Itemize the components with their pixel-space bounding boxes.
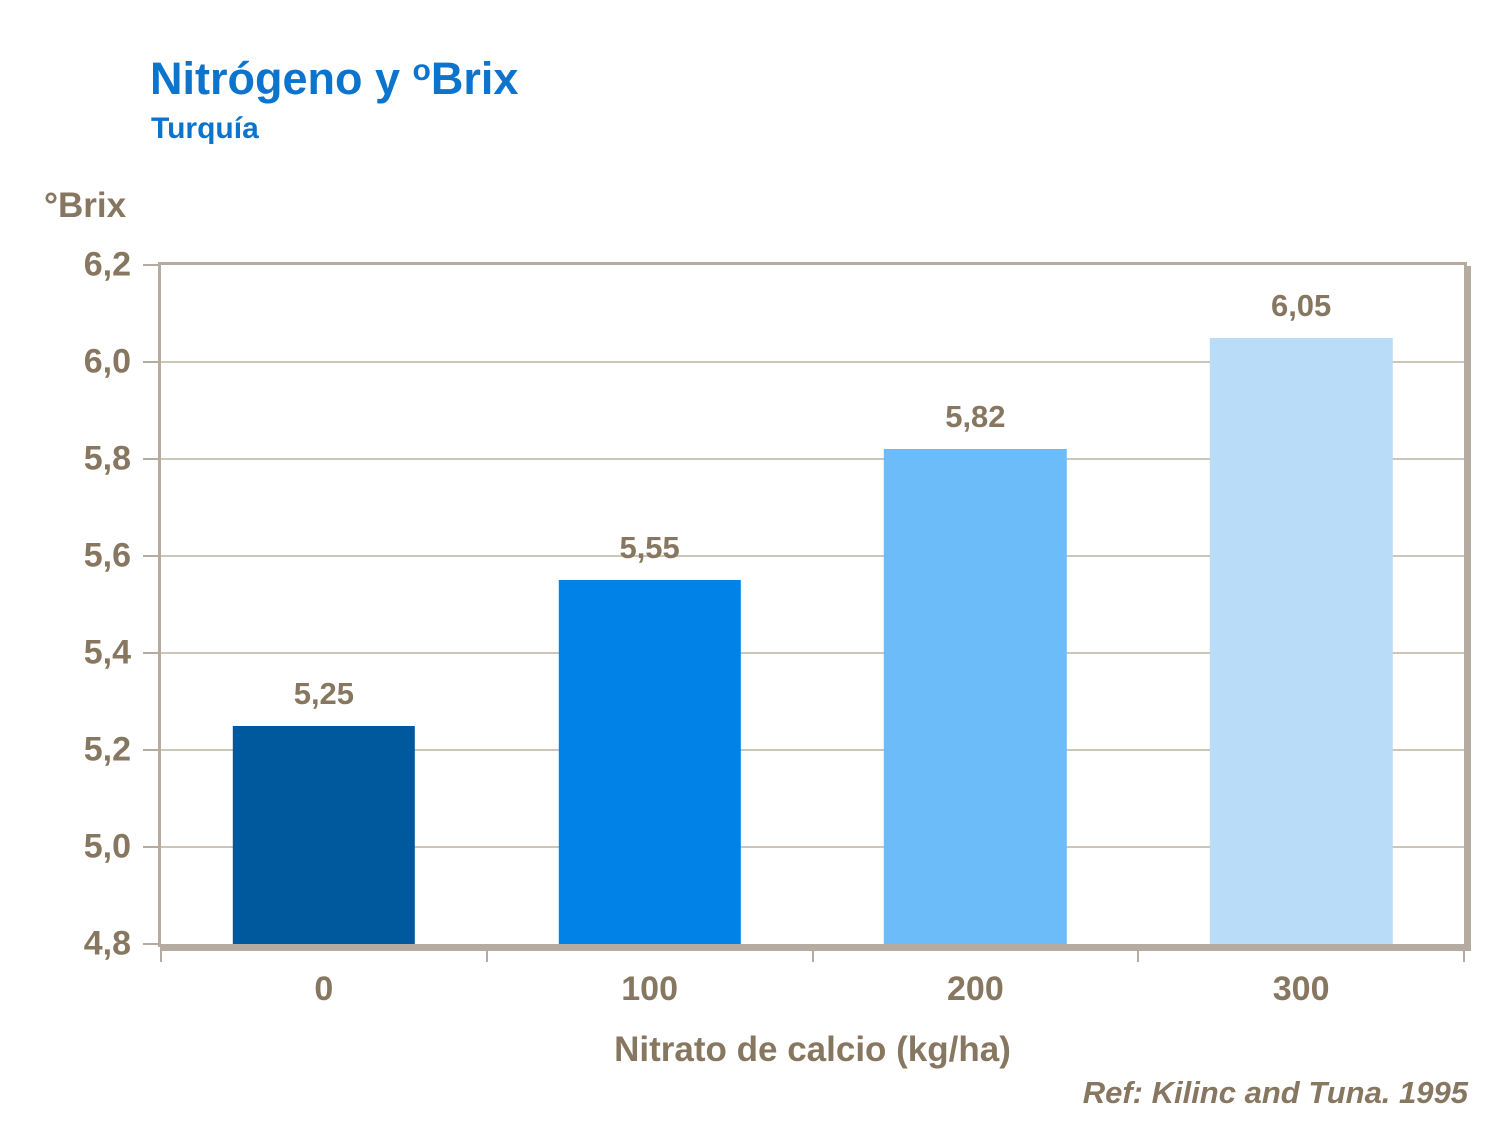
chart-title: Nitrógeno y oBrix: [150, 55, 518, 102]
y-tick-label: 5,4: [83, 633, 131, 672]
chart-subtitle: Turquía: [151, 112, 259, 145]
x-category-label: 300: [1272, 970, 1330, 1008]
bar: [884, 449, 1067, 944]
x-category-label: 0: [314, 970, 334, 1008]
bar-value-label: 5,82: [945, 399, 1006, 435]
chart-title-main: Nitrógeno y: [150, 53, 413, 104]
y-tick-label: 5,6: [83, 536, 131, 575]
y-tick-label: 4,8: [83, 924, 131, 963]
x-axis-tick: [811, 947, 814, 962]
x-axis-tick: [485, 947, 488, 962]
y-tick-label: 6,2: [83, 245, 131, 284]
y-axis-title: °Brix: [44, 186, 127, 225]
y-tick-label: 5,8: [83, 439, 131, 478]
y-axis-tick: [143, 264, 158, 266]
reference-note: Ref: Kilinc and Tuna. 1995: [1082, 1075, 1468, 1110]
chart-title-tail: Brix: [430, 53, 519, 104]
plot-area: 4,8 5,0 5,2 5,4 5,6 5,8 6,0 6,2 5,25 5,55 5,82 6,0…: [84, 246, 1467, 1069]
y-axis-tick: [143, 651, 158, 654]
x-axis-title: Nitrato de calcio (kg/ha): [614, 1030, 1011, 1069]
y-axis-tick: [143, 846, 158, 848]
y-axis-tick: [143, 457, 158, 460]
bar: [558, 580, 741, 944]
x-category-label: 200: [947, 970, 1004, 1008]
x-axis-tick: [1463, 947, 1465, 962]
y-axis-tick: [143, 749, 158, 751]
y-axis-tick: [143, 943, 158, 945]
bar-value-label: 6,05: [1270, 287, 1332, 323]
x-category-label: 100: [621, 970, 678, 1008]
y-tick-label: 6,0: [83, 342, 131, 381]
bar-value-label: 5,25: [293, 675, 355, 711]
y-axis-tick: [143, 360, 158, 363]
y-tick-label: 5,2: [83, 730, 131, 769]
bar-value-label: 5,55: [619, 530, 680, 566]
bar: [232, 725, 416, 944]
y-axis-tick: [143, 555, 158, 557]
chart-title-superscript-o: o: [412, 54, 431, 87]
y-tick-label: 5,0: [83, 827, 131, 866]
bar: [1209, 337, 1393, 944]
x-axis-tick: [1137, 947, 1140, 962]
x-axis-tick: [160, 947, 162, 962]
